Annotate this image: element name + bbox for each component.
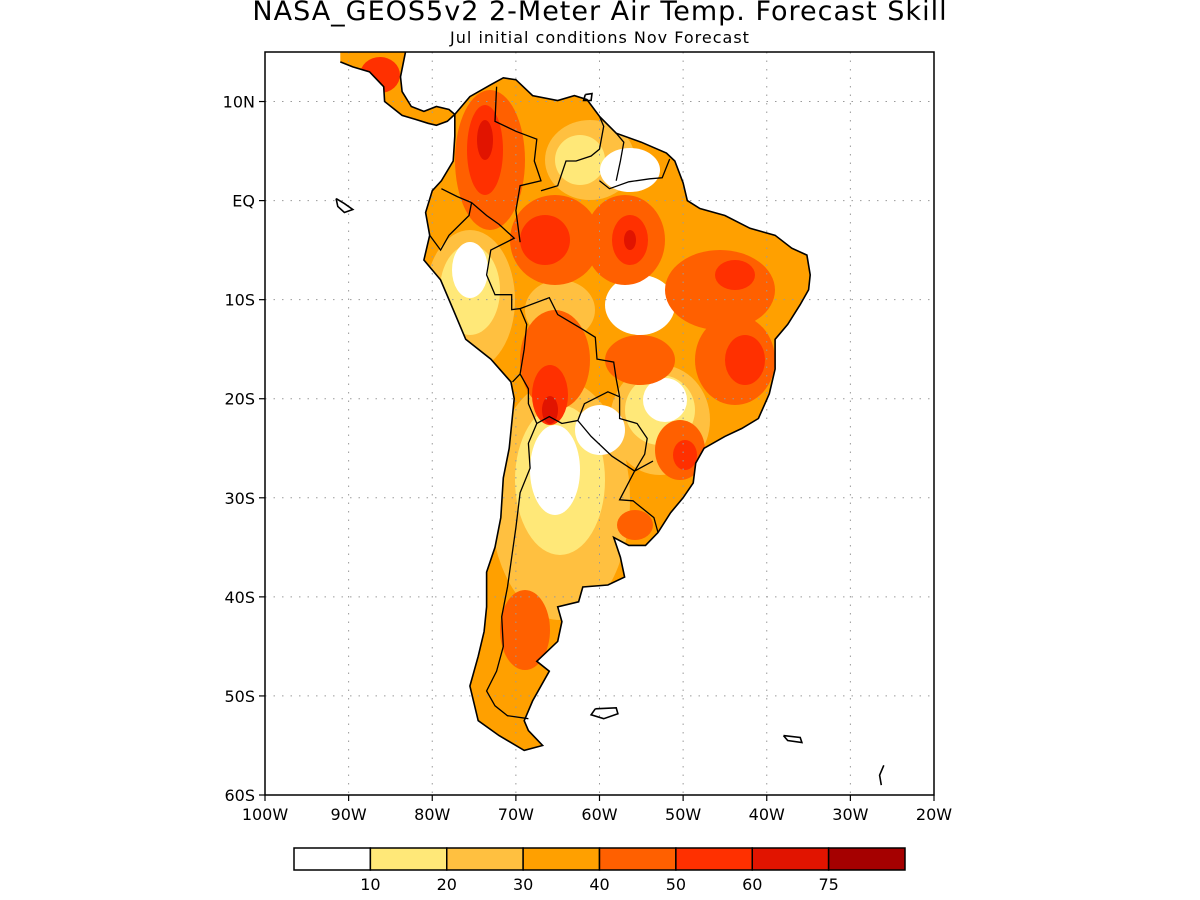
latitude-tick-label: 10S (224, 291, 255, 310)
colorbar-swatch (293, 847, 372, 871)
longitude-tick-label: 60W (581, 805, 617, 824)
central-america-coastline (340, 52, 457, 127)
map-subtitle: Jul initial conditions Nov Forecast (450, 28, 750, 47)
longitude-labels: 100W 90W 80W 70W 60W 50W 40W 30W 20W (242, 795, 952, 824)
islands (335, 92, 885, 786)
longitude-tick-label: 20W (916, 805, 952, 824)
coastlines (335, 52, 885, 786)
latitude-tick-label: 40S (224, 588, 255, 607)
longitude-tick-label: 50W (665, 805, 701, 824)
skill-band-60-75 (477, 120, 636, 424)
colorbar-swatch (446, 847, 524, 871)
skill-band-0-10 (452, 148, 748, 515)
colorbar-swatch (369, 847, 448, 871)
colorbar-swatch (751, 847, 830, 871)
graticule (265, 52, 934, 795)
colorbar-label: 10 (360, 875, 380, 894)
longitude-tick-label: 70W (498, 805, 534, 824)
longitude-tick-label: 100W (242, 805, 289, 824)
south-america-coastline (423, 76, 812, 752)
longitude-tick-label: 80W (414, 805, 450, 824)
latitude-tick-label: 10N (223, 93, 255, 112)
colorbar: 10 20 30 40 50 60 75 (293, 847, 906, 894)
skill-band-50-60 (360, 57, 765, 470)
country-borders (429, 86, 671, 720)
colorbar-label: 20 (437, 875, 457, 894)
latitude-tick-label: EQ (232, 192, 255, 211)
longitude-tick-label: 90W (331, 805, 367, 824)
colorbar-swatch (675, 847, 753, 871)
latitude-tick-label: 30S (224, 489, 255, 508)
latitude-tick-label: 50S (224, 687, 255, 706)
colorbar-label: 30 (513, 875, 533, 894)
colorbar-label: 40 (589, 875, 609, 894)
colorbar-swatch (827, 847, 906, 871)
colorbar-swatch (522, 847, 601, 871)
colorbar-label: 60 (742, 875, 762, 894)
latitude-tick-label: 60S (224, 786, 255, 805)
latitude-labels: 10N EQ 10S 20S 30S 40S 50S 60S (223, 93, 265, 805)
colorbar-label: 75 (818, 875, 838, 894)
latitude-tick-label: 20S (224, 390, 255, 409)
colorbar-label: 50 (666, 875, 686, 894)
colorbar-swatch (598, 847, 677, 871)
map-title: NASA_GEOS5v2 2-Meter Air Temp. Forecast … (252, 0, 948, 27)
longitude-tick-label: 30W (832, 805, 868, 824)
longitude-tick-label: 40W (749, 805, 785, 824)
